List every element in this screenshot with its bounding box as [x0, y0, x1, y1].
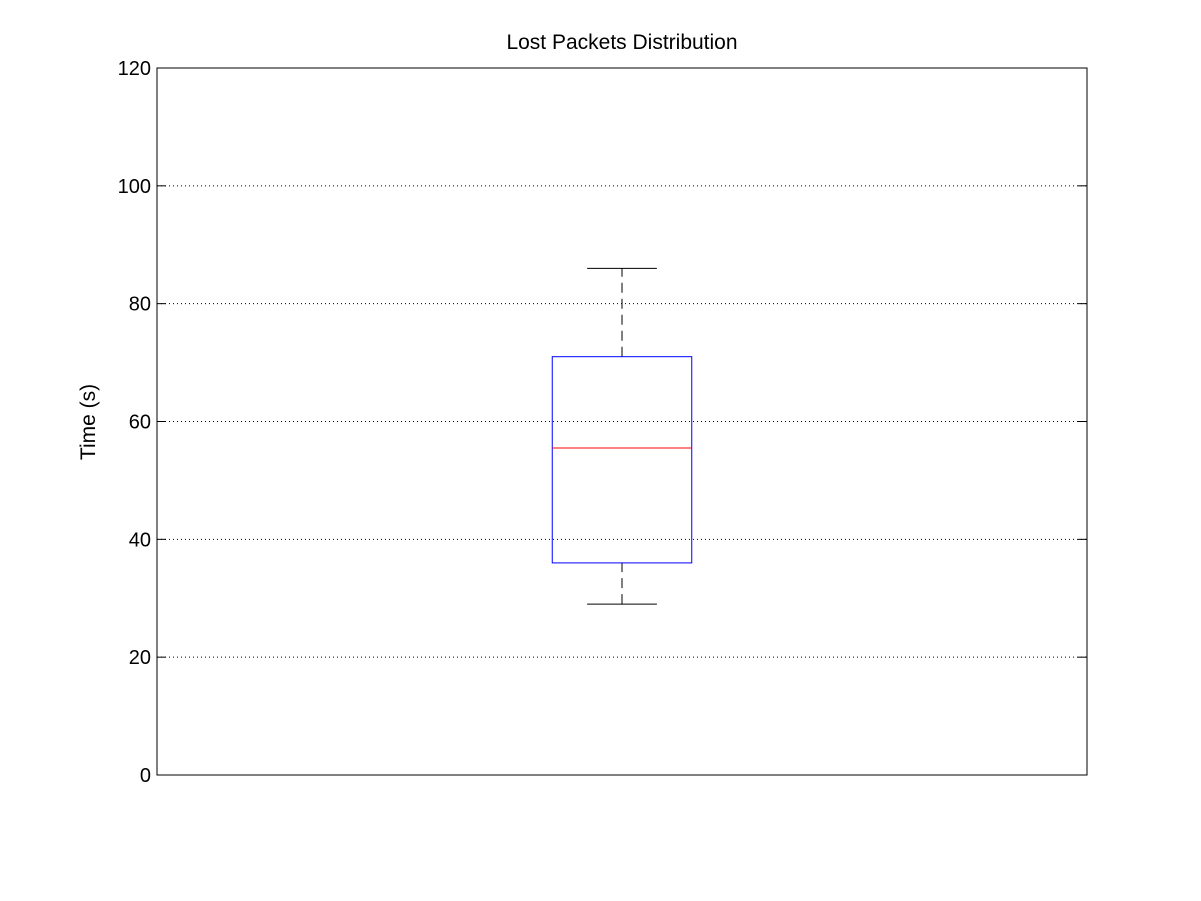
box-series — [551, 267, 693, 605]
y-tick-label: 120 — [118, 58, 151, 80]
y-axis-ticks: 0 20 40 60 80 100 120 — [118, 58, 1087, 787]
y-tick-label: 80 — [129, 294, 151, 316]
y-tick-label: 0 — [140, 765, 151, 787]
y-tick-label: 20 — [129, 647, 151, 669]
y-tick-label: 60 — [129, 412, 151, 434]
interquartile-box — [551, 356, 693, 564]
y-tick-label: 40 — [129, 529, 151, 551]
chart-title: Lost Packets Distribution — [506, 31, 737, 54]
y-axis-label: Time (s) — [77, 384, 100, 460]
y-tick-label: 100 — [118, 176, 151, 198]
